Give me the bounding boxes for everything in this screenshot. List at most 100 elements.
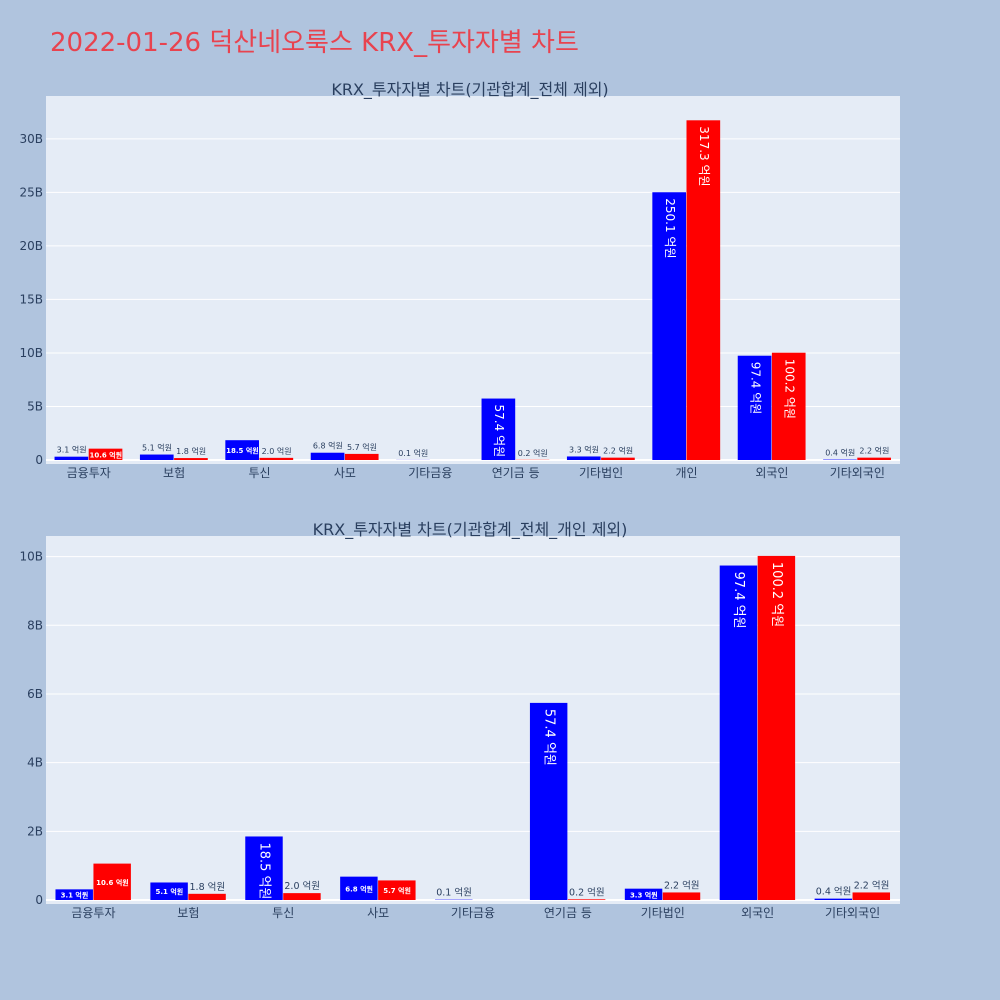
x-tick-label: 개인 — [675, 466, 697, 480]
buy-bar — [481, 398, 516, 460]
y-tick-label: 10B — [19, 346, 43, 360]
data-label: 97.4 억원 — [731, 572, 746, 629]
sell-bar — [601, 457, 635, 460]
data-label: 0.2 억원 — [518, 448, 548, 458]
data-label: 97.4 억원 — [748, 362, 762, 415]
data-label: 2.2 억원 — [664, 879, 700, 891]
data-label: 1.8 억원 — [176, 446, 206, 456]
data-label: 2.2 억원 — [859, 446, 889, 456]
y-tick-label: 4B — [27, 756, 43, 770]
y-tick-label: 6B — [27, 687, 43, 701]
buy-bar — [150, 882, 188, 900]
x-tick-label: 기타법인 — [579, 466, 623, 480]
x-tick-label: 기타외국인 — [830, 466, 885, 480]
buy-bar — [652, 192, 686, 460]
x-tick-label: 연기금 등 — [492, 466, 540, 480]
data-label: 6.8 억원 — [313, 441, 343, 451]
buy-bar — [624, 888, 663, 900]
chart-1: 0 5B 10B 15B 20B 25B 30B KRX_투자자별 차트(기관합계_전체 제외… — [19, 80, 900, 480]
x-tick-label: 외국인 — [755, 466, 788, 480]
buy-bar — [814, 898, 853, 900]
x-tick-label: 금융투자 — [67, 466, 111, 480]
data-label: 0.4 억원 — [816, 886, 852, 898]
buy-bar — [310, 452, 345, 460]
x-tick-label: 투신 — [248, 466, 270, 480]
y-tick-label: 20B — [19, 239, 43, 253]
x-tick-label: 연기금 등 — [544, 906, 592, 920]
data-label: 250.1 억원 — [663, 198, 677, 258]
sell-bar — [378, 880, 416, 900]
x-tick-label: 기타금융 — [408, 466, 452, 480]
data-label: 5.7 억원 — [347, 442, 377, 452]
sell-bar — [283, 893, 321, 900]
sell-bar — [93, 863, 131, 900]
data-label: 3.3 억원 — [630, 890, 658, 899]
y-tick-label: 30B — [19, 132, 43, 146]
x-tick-label: 보험 — [177, 906, 199, 920]
sell-bar — [757, 555, 796, 900]
chart-title: KRX_투자자별 차트(기관합계_전체 제외) — [331, 80, 608, 100]
y-tick-label: 2B — [27, 824, 43, 838]
x-tick-label: 외국인 — [741, 906, 774, 920]
sell-bar — [771, 352, 806, 460]
data-label: 57.4 억원 — [541, 709, 556, 766]
y-tick-label: 10B — [19, 550, 43, 564]
sell-bar — [88, 448, 123, 460]
chart-2: 0 2B 4B 6B 8B 10B KRX_투자자별 차트(기관합계_전체_개인 제외) 금융… — [19, 520, 900, 920]
sell-bar — [188, 893, 226, 900]
data-label: 5.1 억원 — [155, 887, 183, 896]
buy-bar — [245, 836, 283, 900]
sell-bar — [662, 892, 701, 900]
data-label: 0.4 억원 — [825, 448, 855, 458]
x-tick-label: 기타법인 — [641, 906, 685, 920]
y-tick-label: 25B — [19, 185, 43, 199]
buy-bar — [340, 876, 378, 900]
data-label: 6.8 억원 — [345, 884, 373, 893]
buy-bar — [719, 565, 758, 900]
buy-bar — [566, 456, 601, 460]
data-label: 2.0 억원 — [262, 446, 292, 456]
sell-bar — [857, 457, 891, 460]
buy-bar — [737, 355, 772, 460]
buy-bar — [139, 454, 174, 460]
y-tick-label: 5B — [27, 399, 43, 413]
data-label: 317.3 억원 — [697, 126, 711, 186]
data-label: 2.0 억원 — [284, 880, 320, 892]
sell-bar — [259, 457, 294, 460]
x-tick-label: 기타외국인 — [825, 906, 880, 920]
data-label: 18.5 억원 — [257, 842, 272, 899]
sell-bar — [344, 453, 379, 460]
data-label: 10.6 억원 — [96, 878, 129, 887]
y-tick-label: 0 — [35, 453, 43, 467]
data-label: 1.8 억원 — [190, 881, 226, 893]
y-tick-label: 15B — [19, 292, 43, 306]
data-label: 2.2 억원 — [854, 879, 890, 891]
sell-bar — [567, 899, 606, 900]
buy-bar — [529, 702, 568, 900]
buy-bar — [54, 456, 89, 460]
data-label: 5.1 억원 — [142, 443, 172, 453]
data-label: 2.2 억원 — [603, 446, 633, 456]
data-label: 0.2 억원 — [569, 886, 605, 898]
x-tick-label: 사모 — [367, 906, 389, 920]
x-tick-label: 금융투자 — [71, 906, 115, 920]
x-tick-label: 투신 — [272, 906, 294, 920]
x-tick-label: 사모 — [334, 466, 356, 480]
chart-title: KRX_투자자별 차트(기관합계_전체_개인 제외) — [313, 520, 628, 540]
data-label: 3.1 억원 — [57, 445, 87, 455]
x-tick-label: 기타금융 — [451, 906, 495, 920]
data-label: 3.3 억원 — [569, 444, 599, 454]
buy-bar — [55, 889, 93, 900]
data-label: 0.1 억원 — [436, 887, 472, 899]
data-label: 18.5 억원 — [226, 446, 259, 455]
data-label: 10.6 억원 — [89, 450, 122, 459]
data-label: 57.4 억원 — [492, 405, 506, 458]
page-title: 2022-01-26 덕산네오룩스 KRX_투자자별 차트 — [50, 28, 579, 58]
x-tick-label: 보험 — [163, 466, 185, 480]
y-tick-label: 0 — [35, 893, 43, 907]
sell-bar — [852, 892, 891, 900]
data-label: 3.1 억원 — [61, 891, 89, 900]
data-label: 0.1 억원 — [398, 448, 428, 458]
data-label: 100.2 억원 — [769, 562, 784, 627]
